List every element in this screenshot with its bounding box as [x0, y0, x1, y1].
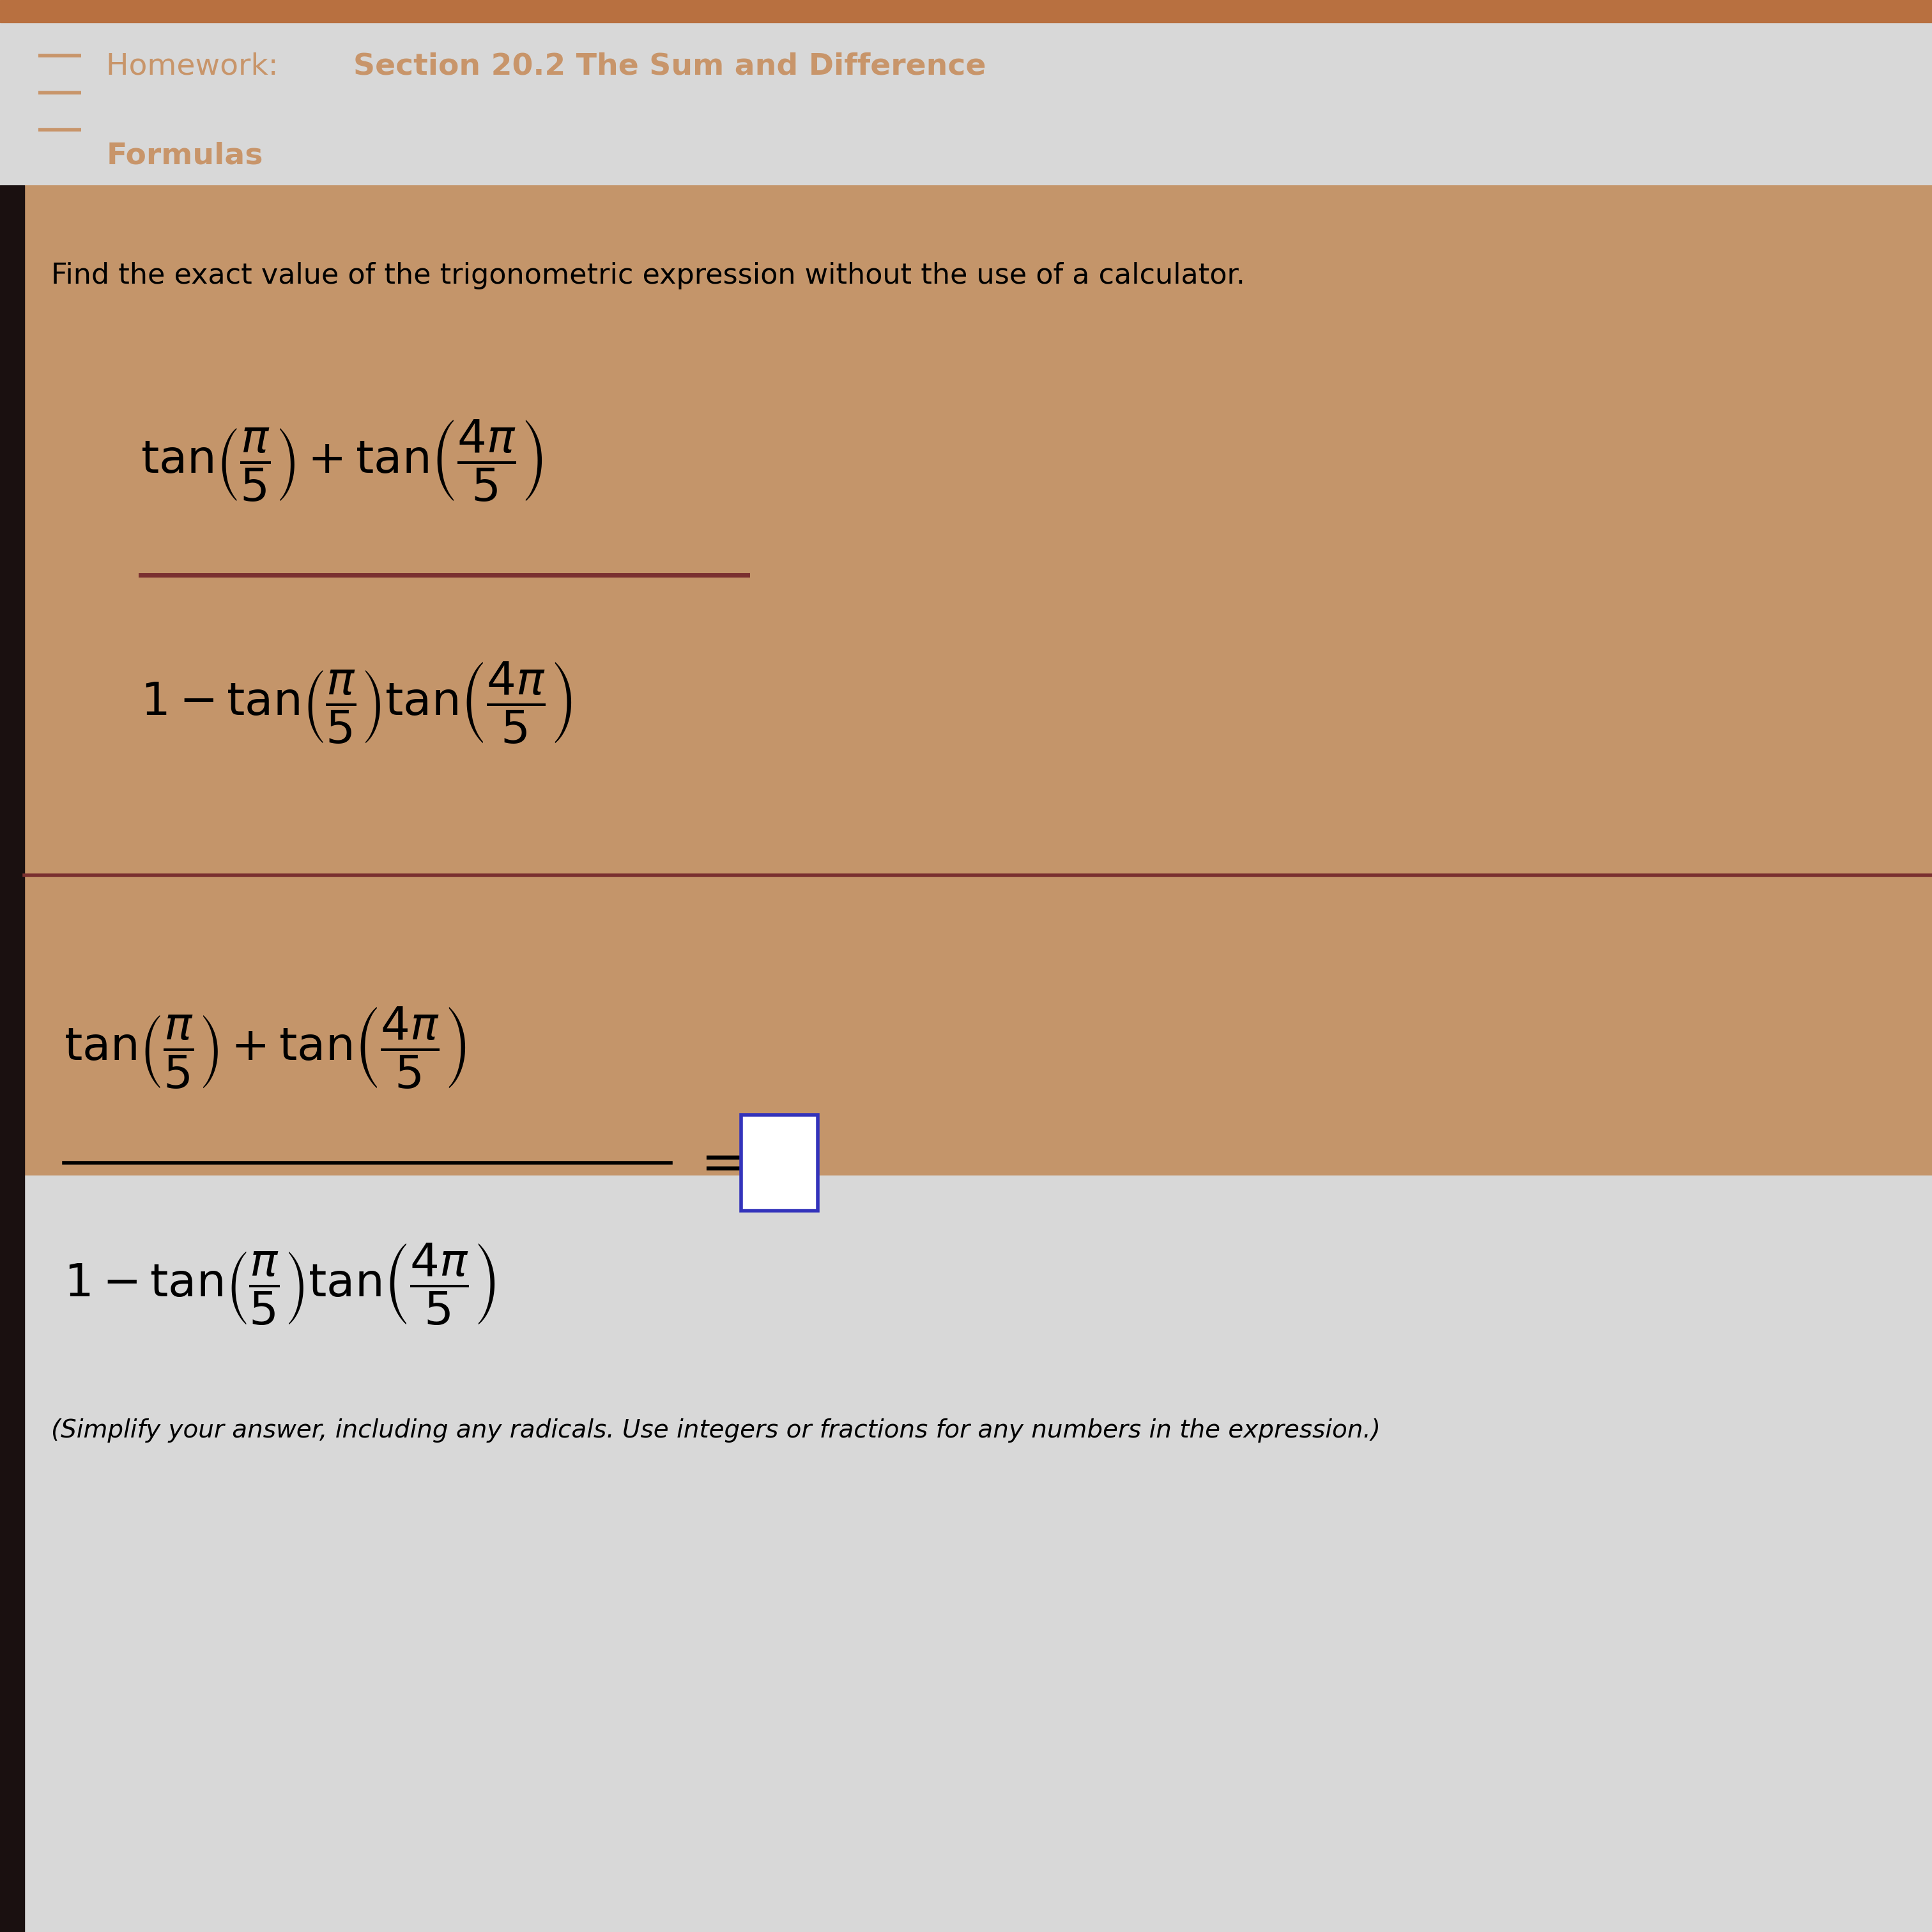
Text: (Simplify your answer, including any radicals. Use integers or fractions for any: (Simplify your answer, including any rad… [50, 1418, 1381, 1443]
Text: $1 - \mathrm{tan}\left(\dfrac{\pi}{5}\right)\mathrm{tan}\left(\dfrac{4\pi}{5}\ri: $1 - \mathrm{tan}\left(\dfrac{\pi}{5}\ri… [64, 1242, 495, 1327]
Bar [0, 0, 1932, 23]
Text: Section 20.2 The Sum and Difference: Section 20.2 The Sum and Difference [354, 52, 987, 81]
Bar [0, 1175, 1932, 1932]
Text: $=$: $=$ [690, 1136, 740, 1188]
FancyBboxPatch shape [742, 1115, 817, 1211]
Bar [0, 185, 25, 1932]
Bar [0, 185, 1932, 1175]
Text: $\mathrm{tan}\left(\dfrac{\pi}{5}\right) + \mathrm{tan}\left(\dfrac{4\pi}{5}\rig: $\mathrm{tan}\left(\dfrac{\pi}{5}\right)… [141, 417, 543, 502]
Text: Homework:: Homework: [106, 52, 298, 81]
Text: Find the exact value of the trigonometric expression without the use of a calcul: Find the exact value of the trigonometri… [50, 263, 1244, 290]
Text: Formulas: Formulas [106, 141, 263, 170]
Text: $1 - \mathrm{tan}\left(\dfrac{\pi}{5}\right)\mathrm{tan}\left(\dfrac{4\pi}{5}\ri: $1 - \mathrm{tan}\left(\dfrac{\pi}{5}\ri… [141, 661, 572, 746]
Text: $\mathrm{tan}\left(\dfrac{\pi}{5}\right) + \mathrm{tan}\left(\dfrac{4\pi}{5}\rig: $\mathrm{tan}\left(\dfrac{\pi}{5}\right)… [64, 1005, 466, 1090]
